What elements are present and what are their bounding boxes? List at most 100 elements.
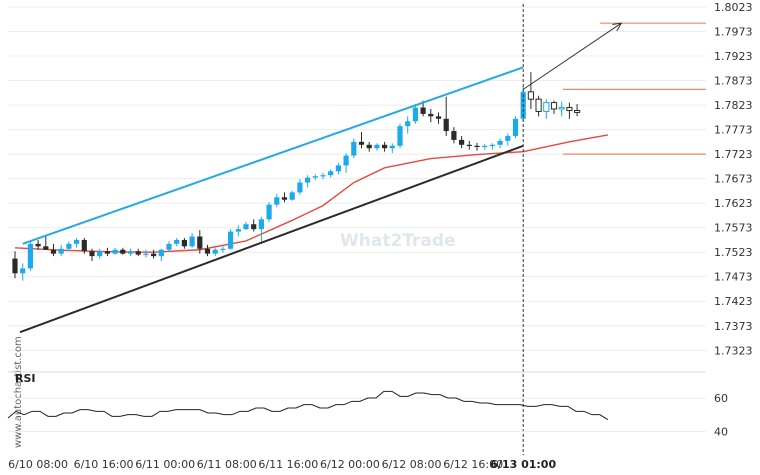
candle [558,101,565,117]
moving-average [14,134,609,253]
candle [50,243,57,257]
candle-body [389,145,395,149]
candle-body [459,139,465,145]
candle-body [158,249,164,257]
candle [451,127,457,144]
candle-body [112,249,118,254]
candle [97,248,103,259]
projection-arrowhead [612,22,623,32]
candle-body [204,248,211,254]
candle [158,248,164,262]
candle-body [212,249,218,254]
candle-body [274,197,280,205]
trend-channel [19,66,524,334]
candle [120,247,126,255]
x-tick-label: 6/11 16:00 [258,458,318,471]
candle [235,225,241,237]
projection-arrow [522,22,623,90]
candle [566,102,573,119]
candle-body [489,144,495,146]
candle-body [166,243,172,250]
candle [489,143,495,150]
y-tick-label: 1.7773 [714,124,753,137]
candle [382,141,388,152]
y-tick-label: 1.7523 [714,246,753,259]
candle-body [328,171,334,176]
candle [574,104,581,117]
candle [320,172,326,180]
candle [12,251,18,279]
candle-body [281,197,288,200]
candle-body [358,141,365,145]
candle [127,248,134,257]
candle [335,162,341,175]
candle-body [312,176,318,178]
candle-body [97,251,103,257]
x-axis: 6/10 08:00 6/10 16:00 6/11 00:00 6/11 08:00… [8,458,556,471]
candle-body [27,243,33,269]
candle-body [435,116,442,119]
candle [258,216,264,244]
candle-body [443,118,449,132]
y-tick-label: 1.7673 [714,173,753,186]
candle-body [474,145,480,147]
candle-body [397,126,403,146]
candle-body [89,251,95,257]
candle [151,249,157,259]
candle [281,192,288,203]
candle-body [189,236,195,247]
candle-body [535,98,542,112]
candle-body [251,224,257,230]
candle-body [505,135,511,141]
candle [312,174,318,181]
rsi-line [7,390,609,421]
candle-body [550,102,558,110]
candle [428,108,434,123]
candle-body [120,249,126,254]
candle-body [50,249,57,254]
candle-body [228,231,234,249]
y-tick-label: 1.8023 [714,1,753,14]
candle-body [335,165,341,172]
candle-body [243,224,249,230]
candle-body [543,102,550,112]
candle [243,221,249,231]
candle [212,247,218,257]
candle-body [574,109,581,113]
candle-body [35,243,41,247]
y-tick-label: 1.7873 [714,75,753,88]
candle-body [497,140,503,145]
candle [351,138,357,159]
candle [27,241,33,271]
y-tick-label: 1.7323 [714,344,753,357]
candle-body [174,239,180,244]
candle-body [66,243,72,249]
candle-body [512,118,519,136]
candle-body [74,239,80,244]
candle [274,193,280,208]
candle-body [143,253,149,255]
candle [166,241,172,252]
candle [366,141,372,152]
candle-body [135,251,141,255]
candle-body [104,251,110,254]
candle [181,237,187,249]
candle [189,233,195,248]
y-tick-label: 1.7473 [714,271,753,284]
candle [435,112,442,124]
candle [305,175,311,188]
candle-body [466,144,472,146]
candle [89,248,95,262]
candle [135,248,141,257]
candle [543,99,550,119]
y-tick-label: 1.7423 [714,295,753,308]
candle [497,138,503,149]
x-tick-label: 6/10 16:00 [74,458,134,471]
candle-body [43,246,49,250]
candle [220,246,226,253]
moving-average-line [14,134,609,253]
candle-body [127,251,134,254]
candle-body [405,121,411,127]
price-levels [563,22,706,155]
candle-body [220,248,226,250]
